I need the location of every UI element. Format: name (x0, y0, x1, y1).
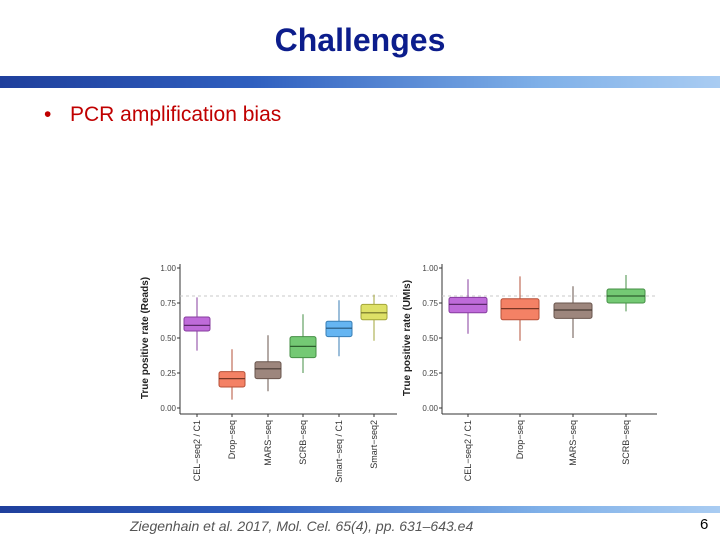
x-tick-label: Smart−seq / C1 (334, 420, 344, 483)
x-tick-label: Drop−seq (227, 420, 237, 459)
y-tick-label: 1.00 (160, 264, 176, 273)
box-0 (448, 296, 488, 314)
box-1 (218, 371, 246, 388)
y-tick-label: 0.00 (422, 404, 438, 413)
page-number: 6 (700, 516, 709, 533)
citation: Ziegenhain et al. 2017, Mol. Cel. 65(4),… (130, 518, 474, 534)
x-tick-label: MARS−seq (568, 420, 578, 466)
y-tick-label: 0.50 (160, 334, 176, 343)
header-divider-bar (0, 76, 720, 88)
x-tick-label: Drop−seq (515, 420, 525, 459)
box-2 (254, 361, 282, 380)
y-tick-label: 0.25 (422, 369, 438, 378)
box-1 (500, 298, 540, 321)
x-tick-label: CEL−seq2 / C1 (463, 420, 473, 481)
bullet-text: PCR amplification bias (70, 103, 282, 126)
y-tick-label: 0.75 (422, 299, 438, 308)
y-tick-label: 1.00 (422, 264, 438, 273)
bullet-icon: • (44, 103, 52, 126)
box-5 (360, 303, 388, 321)
y-axis-title: True positive rate (Reads) (140, 277, 151, 399)
x-tick-label: Smart−seq2 (369, 420, 379, 469)
y-tick-label: 0.00 (160, 404, 176, 413)
x-tick-label: CEL−seq2 / C1 (192, 420, 202, 481)
y-tick-label: 0.75 (160, 299, 176, 308)
y-axis-title: True positive rate (UMIs) (402, 280, 413, 396)
box-4 (325, 320, 353, 338)
slide-title: Challenges (274, 22, 446, 58)
y-tick-label: 0.50 (422, 334, 438, 343)
x-tick-label: SCRB−seq (621, 420, 631, 465)
footer-divider-bar (0, 506, 720, 513)
x-tick-label: SCRB−seq (298, 420, 308, 465)
box-0 (183, 316, 211, 332)
x-tick-label: MARS−seq (263, 420, 273, 466)
y-tick-label: 0.25 (160, 369, 176, 378)
box-3 (289, 336, 317, 359)
bullet-point: • PCR amplification bias (44, 103, 281, 127)
box-2 (553, 302, 593, 319)
